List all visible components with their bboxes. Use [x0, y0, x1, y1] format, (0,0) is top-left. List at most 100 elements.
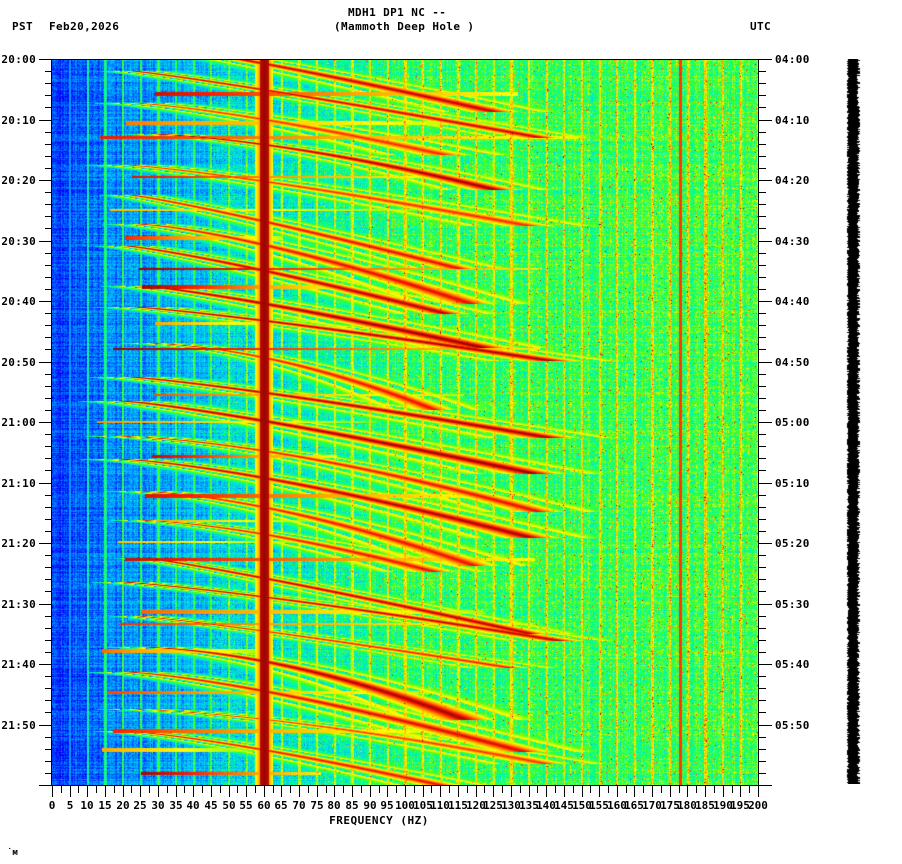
tick-frequency: [458, 786, 459, 797]
frequency-label: 25: [133, 799, 147, 812]
tick-minor-right: [759, 446, 766, 447]
tick-frequency-minor: [184, 786, 185, 793]
tick-frequency-minor: [255, 786, 256, 793]
tick-frequency: [670, 786, 671, 797]
tick-minor-left: [45, 156, 52, 157]
station-subtitle: (Mammoth Deep Hole ): [334, 20, 475, 33]
tick-frequency: [246, 786, 247, 797]
tick-minor-left: [45, 628, 52, 629]
tick-major-right: [759, 664, 772, 665]
tick-frequency-minor: [114, 786, 115, 793]
time-label-pst: 20:10: [1, 114, 36, 127]
tick-frequency-minor: [590, 786, 591, 793]
amplitude-trace-strip: [846, 59, 862, 784]
tick-minor-left: [45, 579, 52, 580]
amplitude-trace-image: [846, 59, 862, 784]
tick-frequency-minor: [573, 786, 574, 793]
time-label-utc: 04:20: [775, 174, 810, 187]
tick-minor-right: [759, 555, 766, 556]
tick-minor-left: [45, 144, 52, 145]
tick-major-left: [39, 180, 52, 181]
tick-frequency: [264, 786, 265, 797]
frequency-label: 145: [554, 799, 574, 812]
frequency-label: 80: [327, 799, 341, 812]
tick-minor-right: [759, 579, 766, 580]
tick-major-left: [39, 59, 52, 60]
tick-frequency-minor: [326, 786, 327, 793]
tick-minor-left: [45, 107, 52, 108]
corner-artifact: ˙м: [7, 848, 18, 858]
frequency-label: 60: [257, 799, 271, 812]
frequency-label: 75: [310, 799, 324, 812]
tick-minor-right: [759, 216, 766, 217]
tick-frequency-minor: [643, 786, 644, 793]
time-label-utc: 05:40: [775, 658, 810, 671]
frequency-label: 90: [363, 799, 377, 812]
tick-minor-left: [45, 616, 52, 617]
tick-minor-right: [759, 737, 766, 738]
time-label-utc: 04:50: [775, 356, 810, 369]
tick-frequency: [52, 786, 53, 797]
tick-minor-left: [45, 289, 52, 290]
tick-minor-left: [45, 337, 52, 338]
axis-right-line: [758, 59, 759, 786]
tick-minor-right: [759, 398, 766, 399]
tick-minor-right: [759, 386, 766, 387]
tick-minor-right: [759, 712, 766, 713]
tick-minor-right: [759, 253, 766, 254]
frequency-label: 165: [624, 799, 644, 812]
frequency-label: 110: [430, 799, 450, 812]
tick-minor-left: [45, 228, 52, 229]
tick-frequency-minor: [343, 786, 344, 793]
tick-major-left: [39, 120, 52, 121]
tick-frequency: [546, 786, 547, 797]
frequency-label: 185: [695, 799, 715, 812]
tick-minor-right: [759, 761, 766, 762]
tick-minor-left: [45, 349, 52, 350]
tick-frequency: [123, 786, 124, 797]
tick-frequency: [599, 786, 600, 797]
tick-minor-right: [759, 628, 766, 629]
time-label-pst: 20:40: [1, 295, 36, 308]
tick-frequency: [70, 786, 71, 797]
tick-frequency: [440, 786, 441, 797]
tick-frequency-minor: [749, 786, 750, 793]
tick-frequency: [299, 786, 300, 797]
time-label-utc: 05:50: [775, 719, 810, 732]
header-band: PST Feb20,2026 MDH1 DP1 NC -- (Mammoth D…: [0, 0, 902, 48]
tick-major-right: [759, 120, 772, 121]
time-label-pst: 20:50: [1, 356, 36, 369]
tick-minor-left: [45, 712, 52, 713]
tick-frequency-minor: [608, 786, 609, 793]
tick-frequency-minor: [626, 786, 627, 793]
tick-frequency-minor: [61, 786, 62, 793]
tick-minor-right: [759, 337, 766, 338]
frequency-label: 140: [536, 799, 556, 812]
frequency-label: 85: [345, 799, 359, 812]
tick-major-left: [39, 604, 52, 605]
tick-frequency-minor: [96, 786, 97, 793]
tick-frequency-minor: [396, 786, 397, 793]
tick-frequency-minor: [431, 786, 432, 793]
tick-minor-left: [45, 398, 52, 399]
tick-frequency: [493, 786, 494, 797]
frequency-label: 15: [98, 799, 112, 812]
tick-major-right: [759, 604, 772, 605]
tick-minor-left: [45, 265, 52, 266]
time-label-utc: 04:10: [775, 114, 810, 127]
tick-frequency-minor: [414, 786, 415, 793]
tick-minor-left: [45, 386, 52, 387]
tick-minor-left: [45, 374, 52, 375]
frequency-label: 175: [660, 799, 680, 812]
time-label-utc: 05:00: [775, 416, 810, 429]
time-label-utc: 05:20: [775, 537, 810, 550]
tick-minor-right: [759, 410, 766, 411]
tick-minor-right: [759, 107, 766, 108]
frequency-label: 135: [519, 799, 539, 812]
tick-frequency: [87, 786, 88, 797]
frequency-label: 125: [483, 799, 503, 812]
spectrogram-plot[interactable]: [52, 59, 758, 785]
tick-frequency: [211, 786, 212, 797]
frequency-label: 40: [186, 799, 200, 812]
tick-frequency-minor: [467, 786, 468, 793]
